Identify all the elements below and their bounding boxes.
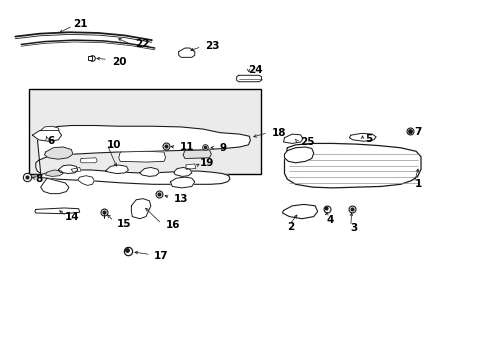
Polygon shape (178, 48, 194, 57)
Text: 6: 6 (47, 136, 54, 146)
Polygon shape (282, 204, 317, 219)
Polygon shape (78, 176, 94, 185)
Text: 19: 19 (199, 158, 214, 168)
Polygon shape (170, 177, 194, 188)
Polygon shape (236, 75, 261, 82)
Polygon shape (41, 126, 59, 131)
Polygon shape (36, 126, 250, 174)
Text: 2: 2 (287, 222, 294, 232)
Polygon shape (284, 147, 313, 163)
Polygon shape (183, 150, 211, 158)
Text: 16: 16 (165, 220, 180, 230)
Text: 9: 9 (219, 143, 226, 153)
Text: 13: 13 (173, 194, 188, 204)
Text: 25: 25 (300, 138, 314, 147)
Polygon shape (105, 165, 128, 174)
Polygon shape (45, 170, 63, 176)
Polygon shape (185, 164, 195, 169)
Bar (29, 89, 261, 174)
Polygon shape (35, 170, 229, 184)
Text: 3: 3 (350, 224, 357, 233)
Polygon shape (44, 147, 73, 159)
Text: 17: 17 (154, 251, 168, 261)
Polygon shape (140, 167, 159, 176)
Polygon shape (41, 178, 69, 194)
Text: 23: 23 (205, 41, 220, 50)
Text: 1: 1 (414, 179, 422, 189)
Polygon shape (131, 199, 151, 219)
Text: 22: 22 (135, 40, 149, 49)
Text: 21: 21 (73, 19, 87, 29)
Text: 4: 4 (326, 215, 333, 225)
Text: 20: 20 (112, 57, 126, 67)
Polygon shape (173, 167, 191, 176)
Polygon shape (32, 129, 61, 141)
Polygon shape (35, 208, 80, 214)
Polygon shape (284, 143, 420, 188)
Polygon shape (80, 158, 97, 163)
Polygon shape (348, 134, 375, 141)
Text: 14: 14 (65, 212, 80, 221)
Text: 15: 15 (117, 219, 131, 229)
Text: 11: 11 (180, 142, 194, 152)
Text: 10: 10 (107, 140, 121, 150)
Text: 18: 18 (271, 129, 285, 138)
Polygon shape (119, 151, 165, 162)
Text: 7: 7 (413, 127, 421, 136)
Text: 5: 5 (365, 134, 372, 144)
Text: 8: 8 (36, 174, 43, 184)
Text: 24: 24 (248, 64, 263, 75)
Polygon shape (58, 165, 78, 174)
Polygon shape (283, 134, 303, 143)
Polygon shape (71, 167, 81, 172)
